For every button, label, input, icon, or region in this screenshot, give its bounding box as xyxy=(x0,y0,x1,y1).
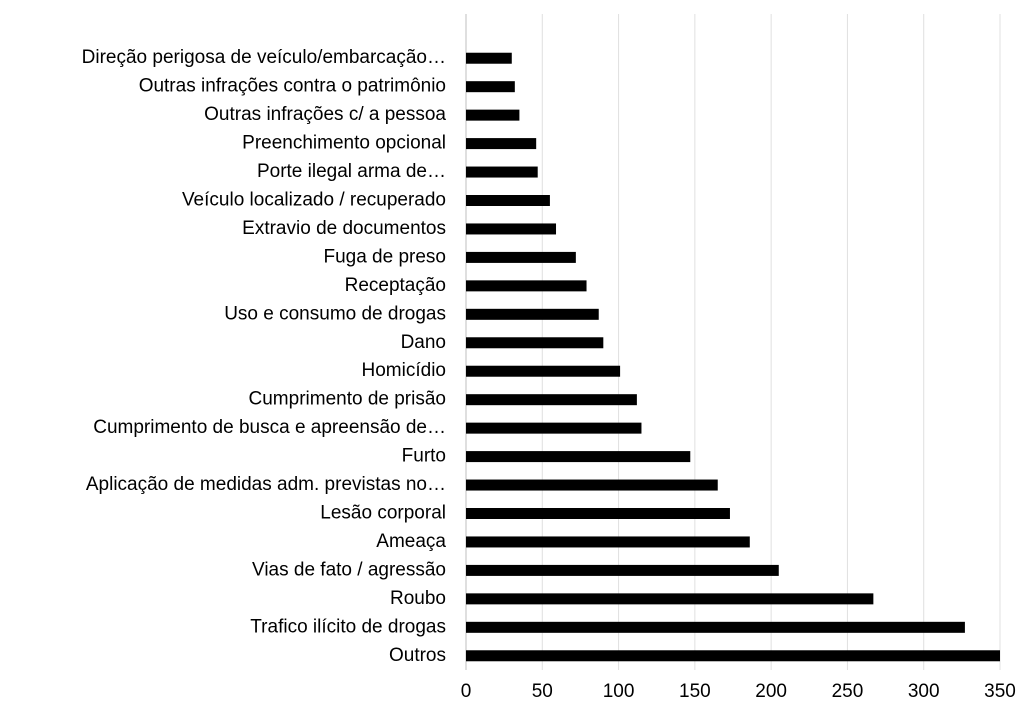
bar xyxy=(466,337,604,349)
bar xyxy=(466,251,576,263)
x-tick-label: 350 xyxy=(984,681,1016,702)
y-tick-label: Trafico ilícito de drogas xyxy=(250,616,446,637)
x-tick-label: 100 xyxy=(603,681,635,702)
bar xyxy=(466,81,515,93)
bar xyxy=(466,593,874,605)
bar xyxy=(466,650,1000,662)
bar xyxy=(466,365,621,377)
x-tick-label: 150 xyxy=(679,681,711,702)
y-tick-label: Veículo localizado / recuperado xyxy=(182,190,446,211)
bar xyxy=(466,621,965,633)
x-tick-label: 50 xyxy=(532,681,553,702)
y-tick-label: Cumprimento de prisão xyxy=(249,389,446,410)
y-tick-label: Lesão corporal xyxy=(320,503,446,524)
y-tick-label: Roubo xyxy=(390,588,446,609)
y-tick-label: Aplicação de medidas adm. previstas no… xyxy=(86,474,446,495)
y-tick-label: Cumprimento de busca e apreensão de… xyxy=(93,417,446,438)
bar xyxy=(466,223,557,235)
y-tick-label: Receptação xyxy=(345,275,446,296)
bar xyxy=(466,422,642,434)
x-tick-label: 0 xyxy=(461,681,472,702)
bar xyxy=(466,564,779,576)
y-tick-label: Vias de fato / agressão xyxy=(252,559,446,580)
bar xyxy=(466,536,750,548)
bar xyxy=(466,394,637,406)
bar xyxy=(466,451,691,463)
bar xyxy=(466,479,718,491)
x-tick-label: 300 xyxy=(908,681,940,702)
bar xyxy=(466,109,520,121)
x-tick-label: 200 xyxy=(755,681,787,702)
y-tick-label: Homicídio xyxy=(362,360,446,381)
y-tick-label: Dano xyxy=(401,332,446,353)
y-tick-label: Outras infrações contra o patrimônio xyxy=(139,76,446,97)
bar xyxy=(466,280,587,292)
y-tick-label: Furto xyxy=(402,446,446,467)
y-tick-label: Fuga de preso xyxy=(323,246,446,267)
y-tick-label: Ameaça xyxy=(376,531,446,552)
y-tick-label: Outras infrações c/ a pessoa xyxy=(204,104,446,125)
bar xyxy=(466,508,730,519)
x-tick-label: 250 xyxy=(832,681,864,702)
bar xyxy=(466,166,538,178)
bar xyxy=(466,195,550,206)
y-tick-label: Direção perigosa de veículo/embarcação… xyxy=(82,47,446,68)
y-tick-label: Uso e consumo de drogas xyxy=(224,303,446,324)
bar xyxy=(466,308,599,320)
y-tick-label: Porte ilegal arma de… xyxy=(257,161,446,182)
bar xyxy=(466,138,537,150)
y-tick-label: Outros xyxy=(389,645,446,666)
y-tick-label: Preenchimento opcional xyxy=(242,133,446,154)
bar xyxy=(466,52,512,64)
y-tick-label: Extravio de documentos xyxy=(242,218,446,239)
